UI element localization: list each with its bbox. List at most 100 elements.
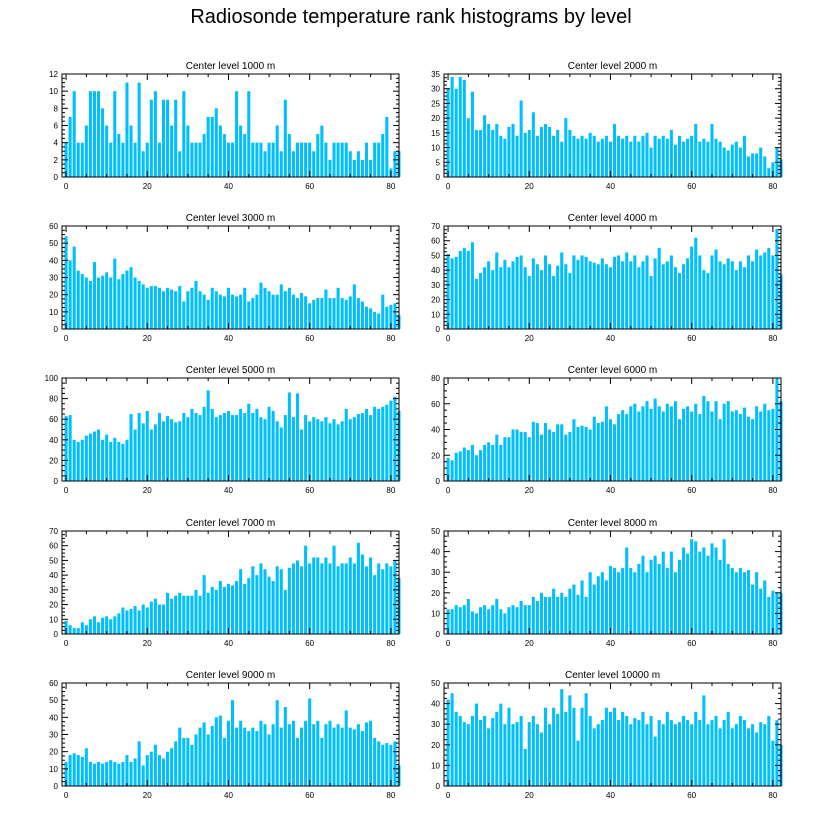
histogram-bar [584, 256, 588, 329]
histogram-bar [235, 415, 239, 481]
histogram-bar [360, 301, 364, 329]
histogram-bar [552, 588, 556, 634]
y-tick-label: 10 [49, 615, 58, 624]
histogram-bar [336, 142, 340, 177]
histogram-bar [584, 138, 588, 177]
y-tick-label: 0 [54, 630, 59, 639]
histogram-bar [491, 718, 495, 786]
x-tick-label: 0 [446, 639, 451, 648]
histogram-bar [113, 258, 117, 329]
histogram-bar [690, 411, 694, 481]
histogram-bar [105, 125, 109, 177]
histogram-bar [356, 724, 360, 786]
histogram-bar [243, 727, 247, 786]
histogram-bar [718, 261, 722, 329]
histogram-bar [133, 606, 137, 634]
histogram-bar [629, 141, 633, 177]
histogram-bar [356, 298, 360, 329]
histogram-bar [283, 99, 287, 177]
histogram-bar [702, 547, 706, 634]
histogram-bar [507, 267, 511, 329]
histogram-bar [751, 584, 755, 634]
histogram-bar [710, 720, 714, 786]
histogram-bar [178, 592, 182, 634]
histogram-bar [275, 700, 279, 786]
histogram-bar [231, 142, 235, 177]
histogram-bar [734, 572, 738, 634]
histogram-bar [243, 583, 247, 634]
histogram-bar [186, 737, 190, 786]
y-tick-label: 60 [49, 415, 58, 424]
histogram-bar [393, 741, 397, 786]
y-tick-label: 20 [49, 748, 58, 757]
histogram-bar [324, 289, 328, 329]
plot-frame [443, 377, 782, 482]
x-tick-label: 20 [143, 639, 152, 648]
histogram-bar [259, 563, 263, 634]
histogram-bar [72, 753, 76, 786]
histogram-bar [730, 568, 734, 634]
histogram-bar [539, 270, 543, 329]
plot-frame [443, 682, 782, 787]
y-tick-label: 0 [54, 782, 59, 791]
histogram-bar [76, 441, 80, 481]
histogram-bar [466, 118, 470, 177]
histogram-bar [588, 715, 592, 786]
histogram-bar [625, 547, 629, 634]
histogram-bar [344, 710, 348, 786]
histogram-bar [161, 99, 166, 177]
histogram-bar [763, 403, 767, 481]
histogram-bar [673, 144, 677, 177]
histogram-bar [84, 125, 88, 177]
histogram-bar [267, 291, 271, 329]
histogram-bar [531, 112, 535, 177]
histogram-bar [129, 414, 133, 481]
histogram-bar [629, 724, 633, 786]
panel-title: Center level 8000 m [568, 518, 658, 529]
histogram-bar [657, 563, 661, 634]
histogram-bar [588, 572, 592, 634]
histogram-bar [316, 720, 320, 786]
histogram-bar [68, 415, 72, 481]
histogram-bar [320, 421, 324, 481]
histogram-bar [669, 255, 673, 329]
histogram-bar [243, 287, 247, 329]
histogram-bar [519, 255, 523, 329]
histogram-bar [556, 129, 560, 177]
histogram-bar [759, 411, 763, 481]
x-tick-label: 40 [224, 182, 233, 191]
histogram-bar [153, 91, 157, 177]
y-tick-label: 40 [49, 256, 58, 265]
y-tick-label: 40 [431, 426, 440, 435]
histogram-bar [72, 628, 76, 634]
y-tick-label: 50 [431, 527, 440, 536]
x-tick-label: 40 [224, 334, 233, 343]
histogram-bar [673, 724, 677, 786]
histogram-bar [742, 407, 746, 481]
histogram-bar [450, 460, 454, 481]
histogram-bar [226, 410, 230, 481]
histogram-bar [166, 592, 170, 634]
histogram-bar [170, 598, 174, 634]
histogram-bar [600, 572, 604, 634]
histogram-bar [738, 715, 742, 786]
histogram-bar [694, 237, 698, 329]
histogram-bar [178, 727, 182, 786]
histogram-bar [588, 132, 592, 177]
histogram-bar [385, 743, 389, 786]
histogram-bar [645, 255, 649, 329]
histogram-bar [613, 424, 617, 481]
histogram-bar [92, 616, 97, 634]
histogram-bar [182, 595, 186, 634]
histogram-bar [446, 609, 450, 634]
histogram-bar [568, 432, 572, 481]
histogram-bar [295, 393, 300, 481]
histogram-bar [194, 734, 198, 786]
histogram-bar [137, 280, 141, 329]
y-tick-label: 10 [49, 765, 58, 774]
histogram-bar [279, 427, 283, 481]
histogram-bar [576, 138, 580, 177]
y-tick-label: 25 [431, 99, 440, 108]
histogram-bar [665, 403, 669, 481]
